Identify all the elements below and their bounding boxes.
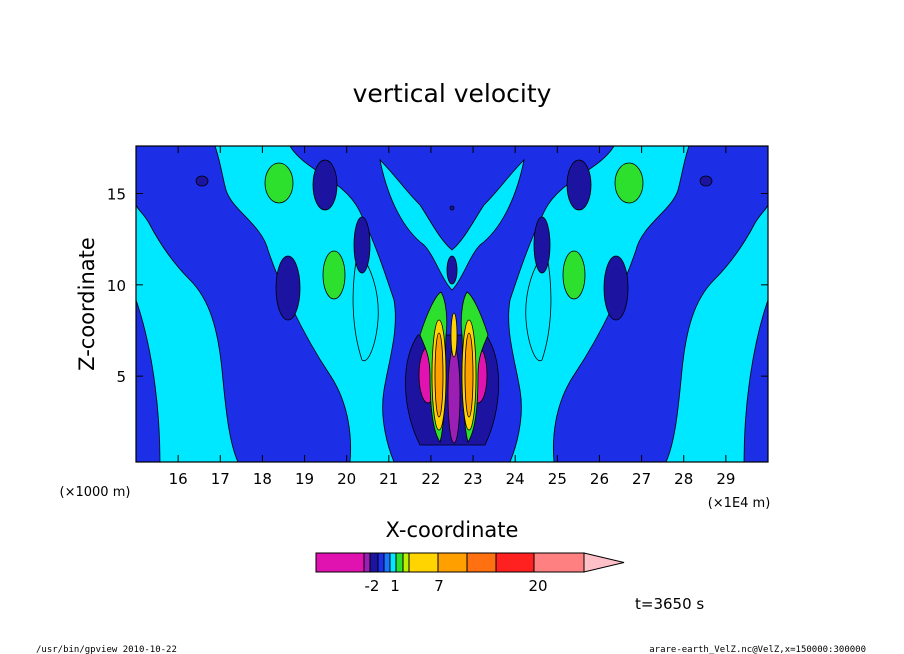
blob-green: [562, 250, 586, 300]
blob-green: [264, 162, 294, 204]
colorbar-segment: [383, 552, 391, 573]
x-tick-label: 20: [337, 470, 356, 488]
x-tick-label: 22: [421, 470, 440, 488]
chart-title: vertical velocity: [353, 79, 552, 108]
core-purple-center: [447, 346, 461, 444]
colorbar-segment: [377, 552, 385, 573]
blob-darkblue: [566, 159, 592, 211]
blob-green: [322, 250, 346, 300]
region-cyan-side-left: [352, 249, 379, 362]
blob-darkblue: [603, 255, 629, 321]
colorbar-segment: [363, 552, 371, 573]
blob-darkblue: [353, 216, 371, 274]
blob-darkblue: [533, 216, 551, 274]
colorbar-segment: [389, 552, 397, 573]
colorbar-segment: [315, 552, 365, 573]
axes: 16 17 18 19 20 21 22 23 24 25 26 27 28 29 5 10 15: [107, 145, 769, 488]
y-tick-label: 5: [116, 368, 126, 386]
colorbar-segment: [408, 552, 439, 573]
y-tick-label: 15: [107, 185, 126, 203]
y-axis-label: Z-coordinate: [75, 237, 99, 371]
core-dot: [449, 205, 455, 211]
colorbar-tick-label: 20: [528, 577, 547, 595]
footer-right: arare-earth_VelZ.nc@VelZ,x=150000:300000: [649, 645, 866, 654]
y-tick-label: 10: [107, 277, 126, 295]
x-tick-label: 17: [211, 470, 230, 488]
x-tick-label: 26: [590, 470, 609, 488]
colorbar-segment: [402, 552, 410, 573]
blob-darkblue: [195, 175, 209, 187]
colorbar-segment: [466, 552, 497, 573]
blob-green: [614, 162, 644, 204]
x-tick-label: 21: [379, 470, 398, 488]
y-axis: 5 10 15: [107, 185, 768, 386]
blob-darkblue: [699, 175, 713, 187]
x-tick-label: 18: [253, 470, 272, 488]
colorbar-tick-label: -2: [365, 577, 380, 595]
x-tick-label: 16: [169, 470, 188, 488]
x-tick-label: 27: [632, 470, 651, 488]
time-label: t=3650 s: [635, 595, 704, 613]
colorbar-segment: [395, 552, 404, 573]
colorbar-labels: -2 1 7 20: [365, 577, 548, 595]
x-axis-label: X-coordinate: [386, 518, 519, 542]
footer-left: /usr/bin/gpview 2010-10-22: [36, 645, 177, 654]
colorbar-arrow: [583, 552, 625, 573]
x-tick-label: 23: [464, 470, 483, 488]
colorbar-segment: [495, 552, 535, 573]
colorbar-segment: [533, 552, 585, 573]
colorbar-tick-label: 1: [390, 577, 400, 595]
x-tick-label: 29: [716, 470, 735, 488]
plot-frame: [135, 145, 769, 463]
region-cyan-side-right: [525, 249, 552, 362]
x-tick-label: 25: [548, 470, 567, 488]
blob-darkblue: [312, 159, 338, 211]
contour-field: [136, 146, 768, 462]
x-unit-right: (×1E4 m): [708, 496, 771, 511]
blob-darkblue: [275, 255, 301, 321]
core-yellow-center: [450, 312, 458, 358]
colorbar-tick-label: 7: [434, 577, 444, 595]
core-orange-left: [434, 332, 444, 418]
core-orange-right: [464, 332, 474, 418]
x-tick-label: 24: [506, 470, 525, 488]
x-tick-label: 28: [674, 470, 693, 488]
x-unit-left: (×1000 m): [60, 485, 131, 500]
colorbar-segment: [369, 552, 379, 573]
colorbar-segment: [437, 552, 468, 573]
colorbar: [315, 552, 625, 573]
x-tick-label: 19: [295, 470, 314, 488]
blob-darkblue: [446, 255, 458, 285]
x-axis: 16 17 18 19 20 21 22 23 24 25 26 27 28 29: [169, 146, 735, 488]
